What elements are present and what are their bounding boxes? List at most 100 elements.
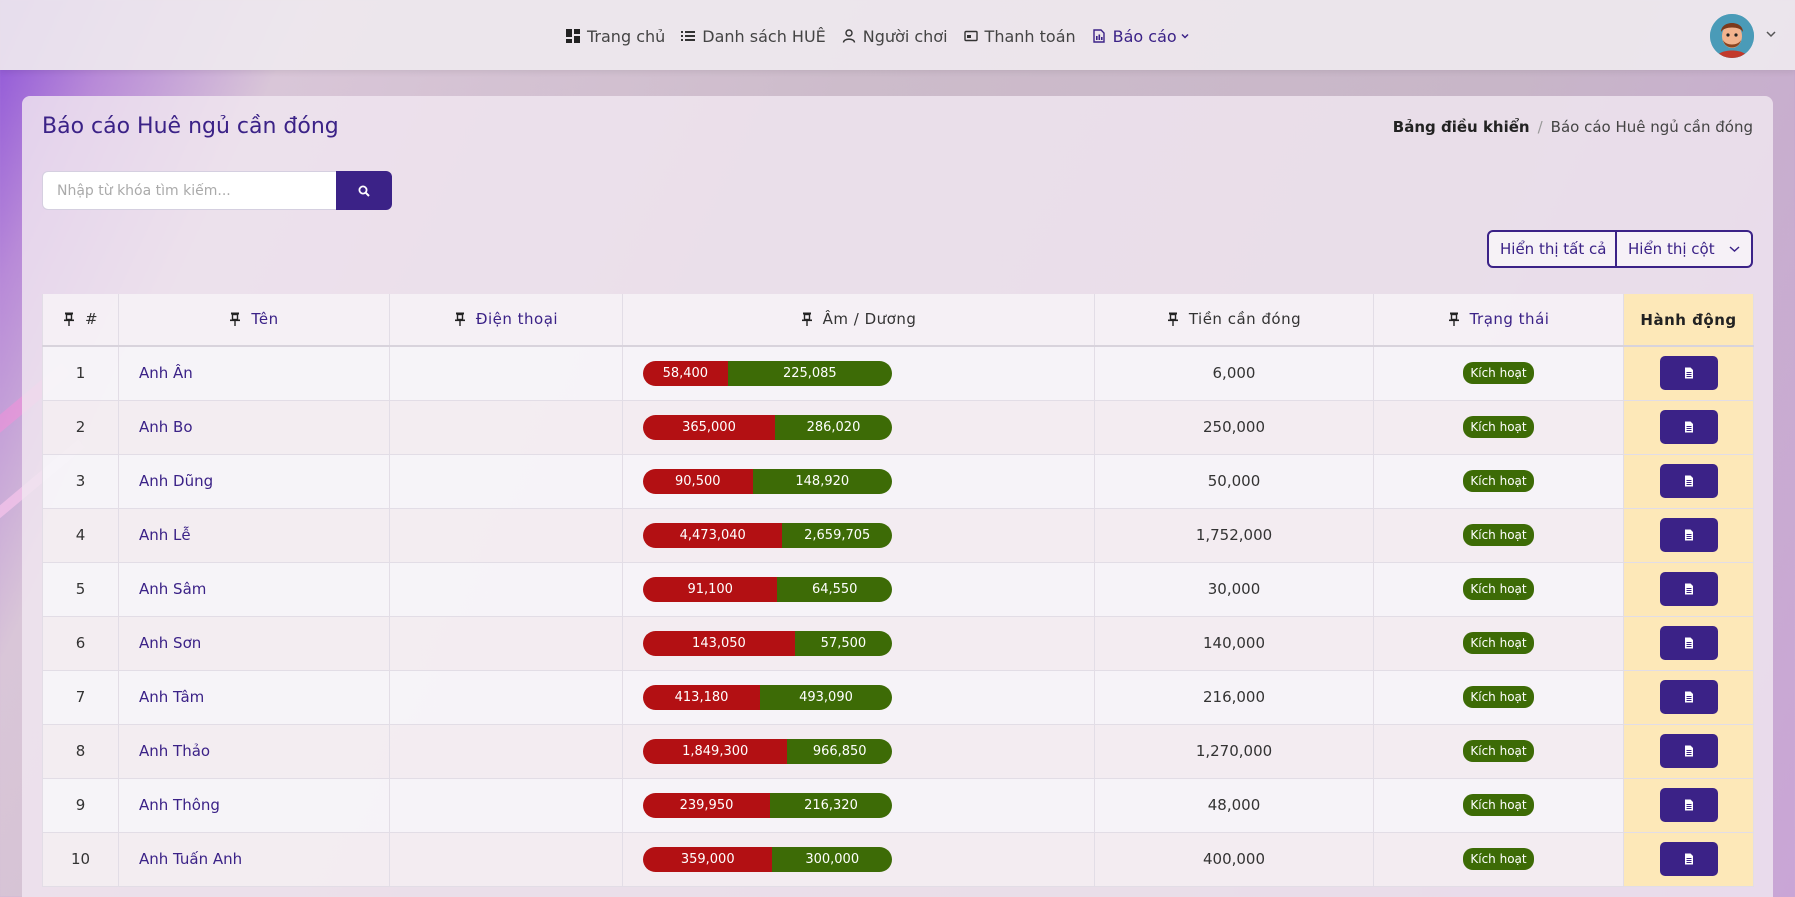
col-header-index[interactable]: #	[42, 294, 119, 347]
balance-bar: 413,180 493,090	[643, 684, 892, 710]
view-report-button[interactable]	[1659, 842, 1718, 876]
status-badge: Kích hoạt	[1463, 740, 1534, 762]
status-badge: Kích hoạt	[1463, 632, 1534, 654]
cell-balance: 1,849,300 966,850	[622, 724, 1095, 779]
chevron-down-icon[interactable]	[1766, 30, 1776, 38]
cell-action	[1623, 346, 1754, 401]
avatar-icon	[1710, 14, 1754, 58]
view-report-button[interactable]	[1659, 626, 1718, 660]
user-avatar[interactable]	[1710, 14, 1754, 58]
cell-status: Kích hoạt	[1373, 832, 1624, 887]
nav-item-payment[interactable]: Thanh toán	[963, 27, 1076, 46]
view-report-button[interactable]	[1659, 410, 1718, 444]
cell-name[interactable]: Anh Ân	[118, 346, 390, 401]
cell-name[interactable]: Anh Dũng	[118, 454, 390, 509]
view-report-button[interactable]	[1659, 518, 1718, 552]
col-header-phone[interactable]: Điện thoại	[389, 294, 623, 347]
cell-action	[1623, 454, 1754, 509]
cell-index: 8	[42, 724, 119, 779]
cell-name[interactable]: Anh Sơn	[118, 616, 390, 671]
table-row: 4 Anh Lễ 4,473,040 2,659,705 1,752,000 K…	[42, 508, 1754, 563]
cell-status: Kích hoạt	[1373, 778, 1624, 833]
pin-icon[interactable]	[63, 312, 75, 326]
show-columns-button[interactable]: Hiển thị cột	[1617, 230, 1753, 268]
top-navbar: Trang chủ Danh sách HUÊ Người chơi Thanh…	[0, 0, 1795, 70]
breadcrumb-home[interactable]: Bảng điều khiển	[1392, 118, 1530, 136]
report-table-wrapper: # Tên Điện thoại Âm / Dương Tiền cần đón…	[42, 294, 1754, 887]
view-report-button[interactable]	[1659, 464, 1718, 498]
report-table: # Tên Điện thoại Âm / Dương Tiền cần đón…	[42, 294, 1754, 887]
cell-action	[1623, 616, 1754, 671]
cell-status: Kích hoạt	[1373, 346, 1624, 401]
balance-negative: 239,950	[643, 792, 770, 818]
pin-icon[interactable]	[801, 312, 813, 326]
cell-phone	[389, 616, 623, 671]
cell-action	[1623, 724, 1754, 779]
table-row: 8 Anh Thảo 1,849,300 966,850 1,270,000 K…	[42, 724, 1754, 779]
cell-status: Kích hoạt	[1373, 454, 1624, 509]
balance-positive: 57,500	[794, 630, 892, 656]
balance-positive: 225,085	[727, 360, 892, 386]
cell-name[interactable]: Anh Tâm	[118, 670, 390, 725]
cell-due: 50,000	[1094, 454, 1374, 509]
table-row: 5 Anh Sâm 91,100 64,550 30,000 Kích hoạt	[42, 562, 1754, 617]
nav-item-players[interactable]: Người chơi	[842, 27, 948, 46]
balance-positive: 2,659,705	[782, 522, 892, 548]
balance-positive: 64,550	[777, 576, 892, 602]
view-report-button[interactable]	[1659, 572, 1718, 606]
show-all-button[interactable]: Hiển thị tất cả	[1487, 230, 1617, 268]
cell-name[interactable]: Anh Sâm	[118, 562, 390, 617]
balance-bar: 91,100 64,550	[643, 576, 892, 602]
cell-action	[1623, 832, 1754, 887]
col-header-label: #	[84, 309, 99, 328]
cell-name[interactable]: Anh Lễ	[118, 508, 390, 563]
breadcrumb: Bảng điều khiển / Báo cáo Huê ngủ cần đóng	[1393, 118, 1753, 136]
cell-due: 400,000	[1094, 832, 1374, 887]
cell-name[interactable]: Anh Bo	[118, 400, 390, 455]
col-header-due[interactable]: Tiền cần đóng	[1094, 294, 1374, 347]
view-report-button[interactable]	[1659, 734, 1718, 768]
cell-due: 6,000	[1094, 346, 1374, 401]
view-report-button[interactable]	[1659, 788, 1718, 822]
pin-icon[interactable]	[1448, 312, 1460, 326]
document-icon	[1684, 799, 1693, 811]
cell-action	[1623, 400, 1754, 455]
cell-balance: 143,050 57,500	[622, 616, 1095, 671]
nav-item-hue-list[interactable]: Danh sách HUÊ	[681, 27, 826, 46]
status-badge: Kích hoạt	[1463, 794, 1534, 816]
nav-label: Người chơi	[862, 26, 948, 46]
cell-phone	[389, 724, 623, 779]
search-input[interactable]	[42, 171, 336, 210]
chevron-down-icon	[1181, 33, 1189, 39]
balance-negative: 91,100	[643, 576, 778, 602]
pin-icon[interactable]	[1167, 312, 1179, 326]
document-icon	[1684, 421, 1693, 433]
cell-balance: 365,000 286,020	[622, 400, 1095, 455]
table-row: 6 Anh Sơn 143,050 57,500 140,000 Kích ho…	[42, 616, 1754, 671]
user-icon	[842, 29, 855, 43]
cell-balance: 90,500 148,920	[622, 454, 1095, 509]
view-report-button[interactable]	[1659, 680, 1718, 714]
nav-item-reports[interactable]: Báo cáo	[1092, 27, 1189, 46]
table-row: 3 Anh Dũng 90,500 148,920 50,000 Kích ho…	[42, 454, 1754, 509]
cell-name[interactable]: Anh Thảo	[118, 724, 390, 779]
pin-icon[interactable]	[229, 312, 241, 326]
pin-icon[interactable]	[454, 312, 466, 326]
status-badge: Kích hoạt	[1463, 524, 1534, 546]
cell-index: 2	[42, 400, 119, 455]
nav-label: Báo cáo	[1112, 26, 1177, 46]
document-icon	[1684, 367, 1693, 379]
nav-item-home[interactable]: Trang chủ	[566, 27, 665, 46]
table-row: 9 Anh Thông 239,950 216,320 48,000 Kích …	[42, 778, 1754, 833]
view-report-button[interactable]	[1659, 356, 1718, 391]
status-badge: Kích hoạt	[1463, 848, 1534, 870]
balance-bar: 90,500 148,920	[643, 468, 892, 494]
cell-status: Kích hoạt	[1373, 724, 1624, 779]
cell-name[interactable]: Anh Tuấn Anh	[118, 832, 390, 887]
col-header-name[interactable]: Tên	[118, 294, 390, 347]
cell-name[interactable]: Anh Thông	[118, 778, 390, 833]
cell-due: 250,000	[1094, 400, 1374, 455]
col-header-status[interactable]: Trạng thái	[1373, 294, 1624, 347]
search-button[interactable]	[336, 171, 392, 210]
col-header-balance[interactable]: Âm / Dương	[622, 294, 1095, 347]
